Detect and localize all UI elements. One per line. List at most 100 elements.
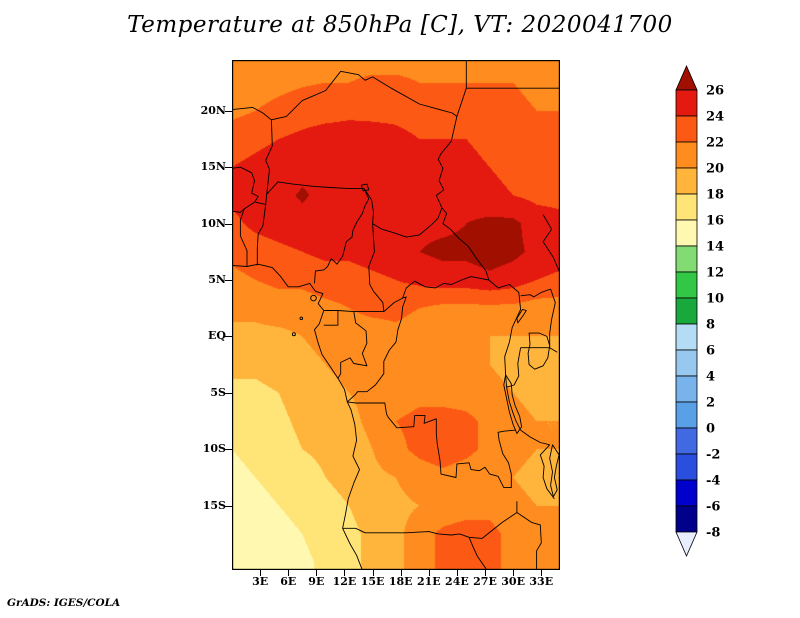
colorbar-segment xyxy=(675,193,698,221)
colorbar-tick-label: 18 xyxy=(706,188,724,203)
lon-tick-label: 6E xyxy=(280,575,297,588)
colorbar-tick-label: 8 xyxy=(706,318,715,333)
colorbar-arrow-top xyxy=(675,65,698,91)
lon-tick-label: 27E xyxy=(473,575,497,588)
lon-tick xyxy=(429,570,430,576)
lon-tick xyxy=(260,570,261,576)
colorbar-tick-label: 24 xyxy=(706,110,724,125)
colorbar-segment xyxy=(675,297,698,325)
lat-tick xyxy=(225,111,232,112)
lat-tick-label: 10S xyxy=(202,442,226,456)
country-border xyxy=(435,116,458,230)
country-border xyxy=(520,429,550,446)
lat-tick-label: 20N xyxy=(200,103,226,117)
lon-tick xyxy=(373,570,374,576)
temperature-field-canvas xyxy=(232,60,560,570)
country-border xyxy=(347,401,517,489)
country-border xyxy=(337,311,368,379)
country-border xyxy=(271,70,458,121)
lat-tick-label: EQ xyxy=(208,329,226,343)
lon-tick-label: 21E xyxy=(416,575,441,588)
colorbar-segment xyxy=(675,219,698,247)
lake-outline xyxy=(516,308,527,324)
lat-tick xyxy=(225,336,232,337)
colorbar-segment xyxy=(675,115,698,143)
lon-tick-label: 33E xyxy=(529,575,554,588)
lat-tick xyxy=(225,167,232,168)
lon-tick-label: 15E xyxy=(360,575,385,588)
country-border xyxy=(346,296,407,403)
country-border xyxy=(542,214,560,274)
island-outline xyxy=(310,294,317,302)
lake-outline xyxy=(503,374,523,434)
lon-tick-label: 3E xyxy=(252,575,269,588)
colorbar-segment xyxy=(675,141,698,169)
country-border xyxy=(256,204,267,266)
colorbar-tick-label: 4 xyxy=(706,370,715,385)
country-border xyxy=(450,228,522,375)
country-border xyxy=(314,188,370,284)
colorbar-segment xyxy=(675,375,698,403)
grads-credit: GrADS: IGES/COLA xyxy=(7,597,121,609)
colorbar-tick-label: -6 xyxy=(706,500,720,515)
country-border xyxy=(520,288,551,298)
colorbar-tick-label: 6 xyxy=(706,344,715,359)
map-plot-area xyxy=(232,60,560,570)
colorbar-legend: -8 -6 -4 -2 0 2 4 6 8 10 12 14 16 18 20 22 24 26 xyxy=(672,62,762,567)
country-border xyxy=(516,512,542,570)
island-outline xyxy=(299,316,304,321)
country-border xyxy=(549,288,556,348)
colorbar-segment xyxy=(675,505,698,533)
colorbar-segment xyxy=(675,453,698,481)
colorbar-tick-label: 2 xyxy=(706,396,715,411)
country-border xyxy=(363,188,443,238)
lat-tick xyxy=(225,224,232,225)
country-border xyxy=(520,347,558,353)
country-border xyxy=(255,181,365,205)
lat-tick-label: 15N xyxy=(200,160,226,174)
lon-tick xyxy=(401,570,402,576)
colorbar-tick-label: -2 xyxy=(706,448,720,463)
country-border xyxy=(505,374,522,431)
plot-title: Temperature at 850hPa [C], VT: 202004170… xyxy=(127,12,673,38)
lat-tick-label: 5S xyxy=(210,385,226,399)
country-border xyxy=(506,347,522,388)
colorbar-segment xyxy=(675,323,698,351)
country-border xyxy=(469,501,518,539)
colorbar-tick-label: 0 xyxy=(706,422,715,437)
country-border xyxy=(239,208,248,267)
lake-outline xyxy=(527,332,551,370)
lon-tick xyxy=(513,570,514,576)
lon-tick xyxy=(457,570,458,576)
colorbar-tick-label: 22 xyxy=(706,136,724,151)
lake-outline xyxy=(549,444,560,498)
lat-tick xyxy=(225,449,232,450)
map-frame xyxy=(232,60,560,570)
colorbar-tick-label: -4 xyxy=(706,474,720,489)
colorbar-segment xyxy=(675,401,698,429)
colorbar-tick-label: 14 xyxy=(706,240,724,255)
country-border xyxy=(383,276,489,312)
lat-tick-label: 5N xyxy=(208,273,226,287)
lat-tick xyxy=(225,393,232,394)
colorbar-segment xyxy=(675,479,698,507)
country-border xyxy=(468,537,488,570)
country-border xyxy=(342,527,470,538)
lon-tick-label: 24E xyxy=(445,575,469,588)
lon-tick xyxy=(316,570,317,576)
map-borders-overlay xyxy=(232,60,560,570)
country-border xyxy=(323,310,339,326)
colorbar-segment xyxy=(675,349,698,377)
colorbar-segment xyxy=(675,89,698,117)
country-border xyxy=(323,310,384,313)
colorbar-segment xyxy=(675,427,698,455)
colorbar-tick-label: -8 xyxy=(706,526,720,541)
country-border xyxy=(232,263,363,570)
lon-tick xyxy=(541,570,542,576)
island-outline xyxy=(291,332,296,337)
colorbar-tick-label: 20 xyxy=(706,162,724,177)
lake-outline xyxy=(360,183,370,192)
country-border xyxy=(456,88,467,117)
